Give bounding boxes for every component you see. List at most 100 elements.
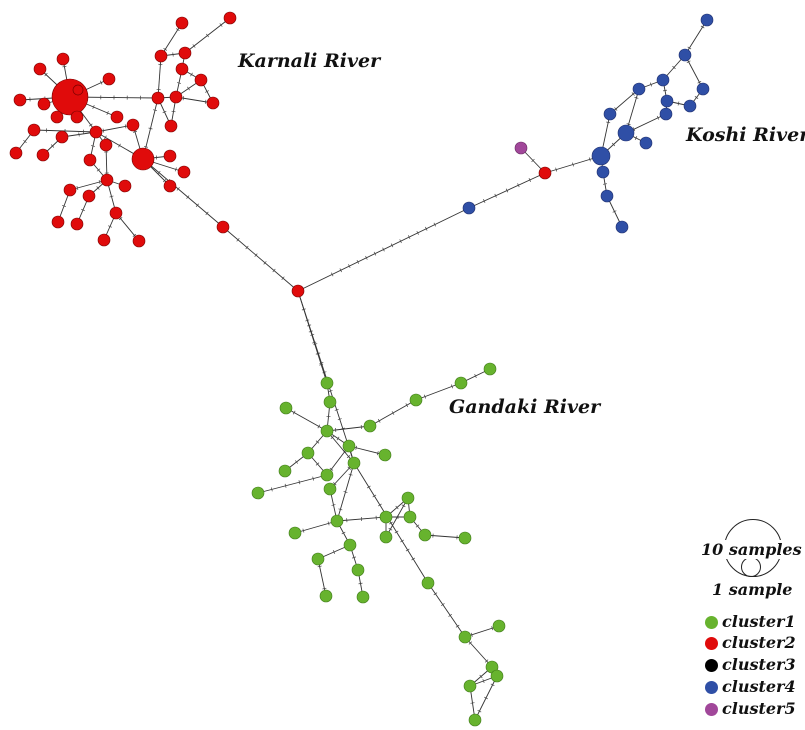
mutation-tick (490, 683, 495, 687)
haplotype-node (454, 376, 468, 390)
haplotype-node (206, 96, 220, 110)
network-edge (160, 22, 183, 57)
mutation-tick (312, 341, 317, 344)
haplotype-node (363, 419, 377, 433)
haplotype-node (356, 590, 370, 604)
mutation-tick (118, 143, 121, 148)
mutation-tick (50, 144, 55, 148)
mutation-tick (106, 111, 109, 115)
mutation-tick (298, 480, 301, 485)
mutation-tick (677, 101, 680, 106)
mutation-tick (330, 435, 335, 439)
haplotype-node (100, 173, 114, 187)
mutation-tick (327, 521, 330, 526)
mutation-tick (328, 390, 333, 393)
haplotype-node (343, 538, 357, 552)
mutation-tick (162, 110, 167, 114)
network-edge (424, 534, 466, 539)
mutation-tick (204, 99, 207, 104)
mutation-tick (415, 524, 420, 528)
mutation-tick (602, 183, 608, 185)
mutation-tick (358, 582, 363, 585)
haplotype-node (700, 13, 714, 27)
mutation-tick (132, 130, 138, 133)
haplotype-node (154, 49, 168, 63)
mutation-tick (92, 105, 95, 109)
network-edge (294, 520, 338, 534)
mutation-tick (245, 245, 249, 250)
haplotype-node (660, 94, 674, 108)
haplotype-node (27, 123, 41, 137)
mutation-tick (355, 445, 358, 450)
haplotype-node (514, 141, 528, 155)
mutation-tick (171, 110, 176, 113)
mutation-tick (631, 92, 635, 96)
haplotype-node (418, 528, 432, 542)
mutation-tick (470, 702, 475, 704)
mutation-tick (310, 333, 315, 336)
network-edge (684, 54, 704, 90)
network-edge (142, 158, 224, 228)
mutation-tick (366, 485, 371, 489)
haplotype-node (378, 448, 392, 462)
mutation-tick (425, 226, 428, 231)
haplotype-node (163, 149, 177, 163)
mutation-tick (484, 659, 489, 663)
legend-dot-cluster2 (705, 637, 718, 650)
haplotype-node (163, 179, 177, 193)
haplotype-node (56, 52, 70, 66)
mutation-tick (614, 107, 618, 111)
mutation-tick (109, 195, 114, 198)
mutation-tick (348, 264, 351, 269)
mutation-tick (405, 403, 409, 408)
mutation-tick (572, 162, 574, 167)
mutation-tick (143, 145, 149, 148)
mutation-tick (531, 158, 535, 163)
label-karnali-river: Karnali River (238, 50, 381, 72)
network-edge (69, 179, 108, 191)
mutation-tick (528, 178, 531, 182)
legend-size-small-label: 1 sample (712, 580, 793, 599)
legend-dot-cluster4 (705, 681, 718, 694)
haplotype-node (458, 531, 472, 545)
haplotype-node (678, 48, 692, 62)
haplotype-node (177, 165, 191, 179)
mutation-tick (356, 259, 360, 264)
mutation-tick (78, 132, 80, 137)
haplotype-node (169, 90, 183, 104)
mutation-tick (322, 587, 327, 590)
haplotype-node (615, 220, 629, 234)
mutation-tick (152, 109, 158, 112)
mutation-tick (313, 343, 318, 346)
legend-label-cluster2: cluster2 (722, 633, 796, 652)
mutation-tick (284, 483, 287, 488)
mutation-tick (118, 217, 123, 221)
haplotype-node (330, 514, 344, 528)
mutation-tick (90, 145, 96, 147)
haplotype-node (175, 16, 189, 30)
mutation-tick (632, 127, 636, 132)
mutation-tick (455, 624, 460, 628)
legend-label-cluster5: cluster5 (722, 699, 796, 718)
haplotype-node (36, 148, 50, 162)
haplotype-node (342, 439, 356, 453)
haplotype-node (301, 446, 315, 460)
mutation-tick (254, 253, 258, 257)
mutation-tick (307, 324, 312, 327)
mutation-tick (662, 89, 668, 92)
haplotype-node (617, 124, 635, 142)
mutation-tick (686, 60, 691, 64)
network-edge (385, 497, 409, 538)
mutation-tick (346, 455, 351, 459)
legend-size-large-label: 10 samples (700, 540, 803, 559)
mutation-tick (148, 127, 153, 130)
mutation-tick (205, 33, 210, 38)
haplotype-node (492, 619, 506, 633)
mutation-tick (555, 167, 558, 172)
haplotype-node (279, 401, 293, 415)
mutation-tick (332, 550, 336, 554)
mutation-tick (494, 193, 497, 198)
mutation-tick (132, 233, 137, 237)
haplotype-node (319, 589, 333, 603)
